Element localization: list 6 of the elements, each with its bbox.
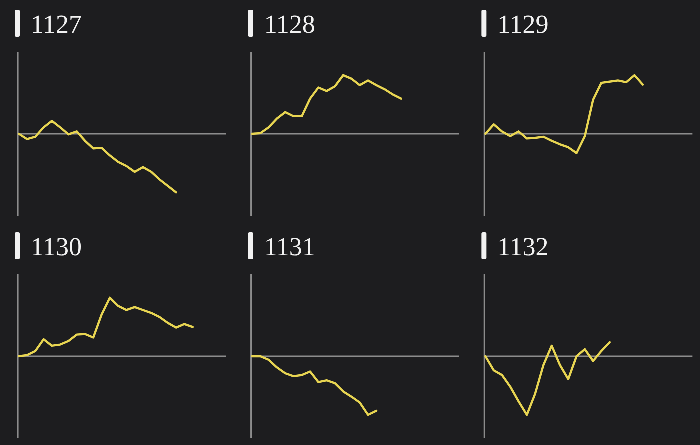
chart-title: 1132 xyxy=(498,232,549,262)
chart-title: 1127 xyxy=(31,10,82,39)
chart-title: 1131 xyxy=(264,232,316,262)
chart-title: 1129 xyxy=(498,10,549,39)
chart-title: 1128 xyxy=(264,10,316,39)
chart-title: 1130 xyxy=(31,232,82,262)
